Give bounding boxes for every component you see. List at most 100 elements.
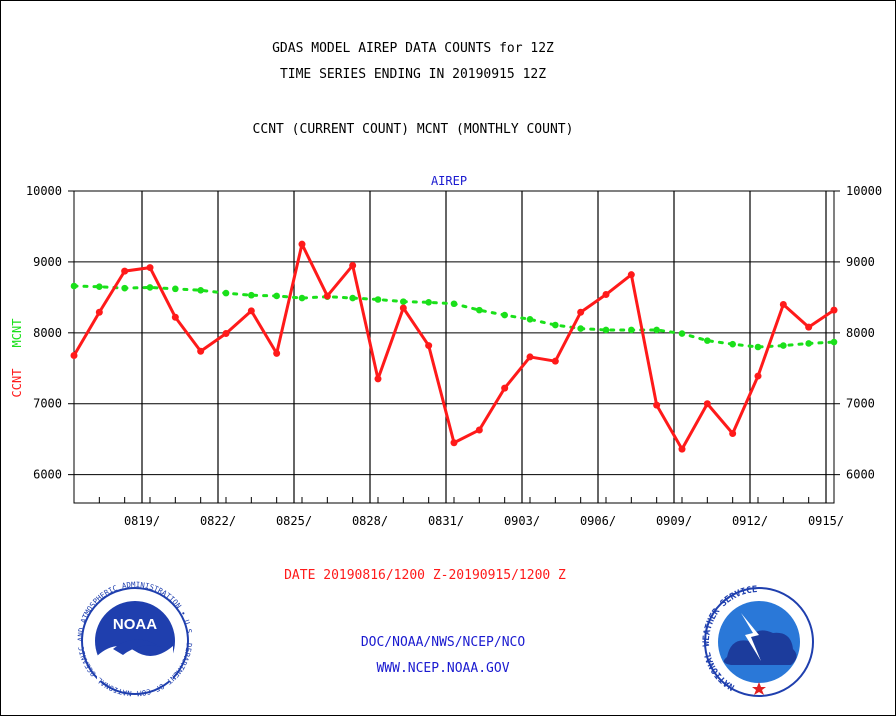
y-axis-label-mcnt: MCNT [10,319,24,348]
series-line-mcnt [72,284,836,349]
noaa-ring-text: NATIONAL OCEANIC AND ATMOSPHERIC ADMINIS… [0,0,194,698]
x-tick-label: 0819/ [124,514,160,528]
data-point-ccnt [551,357,559,365]
y-tick-label-left: 6000 [33,468,62,482]
data-point-mcnt [400,298,407,305]
data-point-mcnt [146,284,154,291]
svg-text:NATIONAL OCEANIC AND ATMOSPHER: NATIONAL OCEANIC AND ATMOSPHERIC ADMINIS… [1,1,194,698]
y-tick-label-right: 9000 [846,255,875,269]
nws-logo: NATIONAL WEATHER SERVICE [702,585,814,697]
data-point-mcnt [501,311,508,319]
data-point-mcnt [425,299,432,306]
grid-layer [74,191,834,503]
series-line-ccnt [72,242,836,451]
y-tick-label-left: 7000 [33,397,62,411]
data-point-ccnt [323,292,331,300]
x-tick-label: 0828/ [352,514,388,528]
data-point-ccnt [805,323,813,331]
panel-title: AIREP [431,174,467,188]
data-point-ccnt [526,353,534,361]
x-tick-label: 0915/ [808,514,844,528]
data-point-ccnt [678,445,686,453]
data-point-mcnt [729,340,736,348]
data-point-mcnt [476,306,483,314]
data-point-ccnt [222,330,230,338]
data-point-mcnt [222,289,230,297]
x-tick-label: 0831/ [428,514,464,528]
data-point-mcnt [273,292,280,300]
y-tick-label-right: 7000 [846,397,875,411]
axis-layer: 6000 6000 7000 7000 8000 8000 9000 9000 10000 100… [26,184,882,528]
noaa-logo-text: NOAA [113,616,157,633]
data-point-ccnt [425,342,433,350]
x-tick-label: 0912/ [732,514,768,528]
data-point-mcnt [526,316,534,323]
data-point-ccnt [197,347,205,355]
data-point-mcnt [298,294,306,302]
data-point-ccnt [349,261,357,269]
data-point-ccnt [247,307,255,315]
data-point-ccnt [146,264,154,272]
data-point-mcnt [653,326,660,334]
x-tick-label: 0825/ [276,514,312,528]
chart-subtitle: CCNT (CURRENT COUNT) MCNT (MONTHLY COUNT… [253,122,574,137]
y-tick-label-right: 6000 [846,468,875,482]
data-point-mcnt [628,326,635,334]
data-point-ccnt [121,267,129,275]
date-range-label: DATE 20190816/1200 Z-20190915/1200 Z [284,568,566,583]
y-tick-label-left: 8000 [33,326,62,340]
url-link[interactable]: WWW.NCEP.NOAA.GOV [376,661,509,676]
data-point-ccnt [501,384,509,392]
chart-title-line1: GDAS MODEL AIREP DATA COUNTS for 12Z [272,41,554,56]
data-point-mcnt [197,286,204,294]
data-point-mcnt [805,340,812,347]
data-point-ccnt [602,291,610,299]
data-point-mcnt [704,337,711,344]
y-tick-label-left: 10000 [26,184,62,198]
data-point-mcnt [248,291,255,299]
data-point-ccnt [754,372,762,380]
data-point-mcnt [830,338,838,346]
data-point-mcnt [172,285,179,293]
org-line: DOC/NOAA/NWS/NCEP/NCO [361,635,526,650]
data-point-ccnt [627,271,635,279]
data-point-ccnt [779,300,787,308]
data-point-mcnt [96,283,103,291]
data-point-ccnt [653,401,661,409]
data-point-ccnt [273,349,281,357]
data-point-ccnt [475,426,483,434]
data-point-ccnt [171,313,179,321]
data-point-mcnt [121,284,128,292]
data-point-ccnt [399,304,407,312]
data-point-ccnt [830,306,838,314]
data-point-mcnt [450,300,458,308]
x-tick-label: 0906/ [580,514,616,528]
data-point-mcnt [754,343,762,351]
data-point-mcnt [678,330,686,337]
data-point-ccnt [298,240,306,248]
x-tick-label: 0903/ [504,514,540,528]
data-point-ccnt [450,439,458,447]
y-axis-label-ccnt: CCNT [10,369,24,398]
data-point-ccnt [577,308,585,316]
x-tick-label: 0909/ [656,514,692,528]
data-point-ccnt [70,352,78,360]
data-point-ccnt [703,400,711,408]
data-point-mcnt [602,326,610,334]
series-layer [70,240,838,453]
data-point-mcnt [374,296,382,303]
data-point-mcnt [70,282,78,290]
plot-area [73,190,835,504]
y-tick-label-left: 9000 [33,255,62,269]
data-point-ccnt [374,375,382,383]
data-point-mcnt [349,294,356,302]
y-tick-label-right: 8000 [846,326,875,340]
chart-title-line2: TIME SERIES ENDING IN 20190915 12Z [280,67,546,82]
data-point-ccnt [729,430,737,438]
data-point-mcnt [780,342,787,349]
x-tick-label: 0822/ [200,514,236,528]
noaa-logo: NOAA NATIONAL OCEANIC AND ATMOSPHERIC AD… [0,0,194,698]
data-point-mcnt [552,321,559,329]
